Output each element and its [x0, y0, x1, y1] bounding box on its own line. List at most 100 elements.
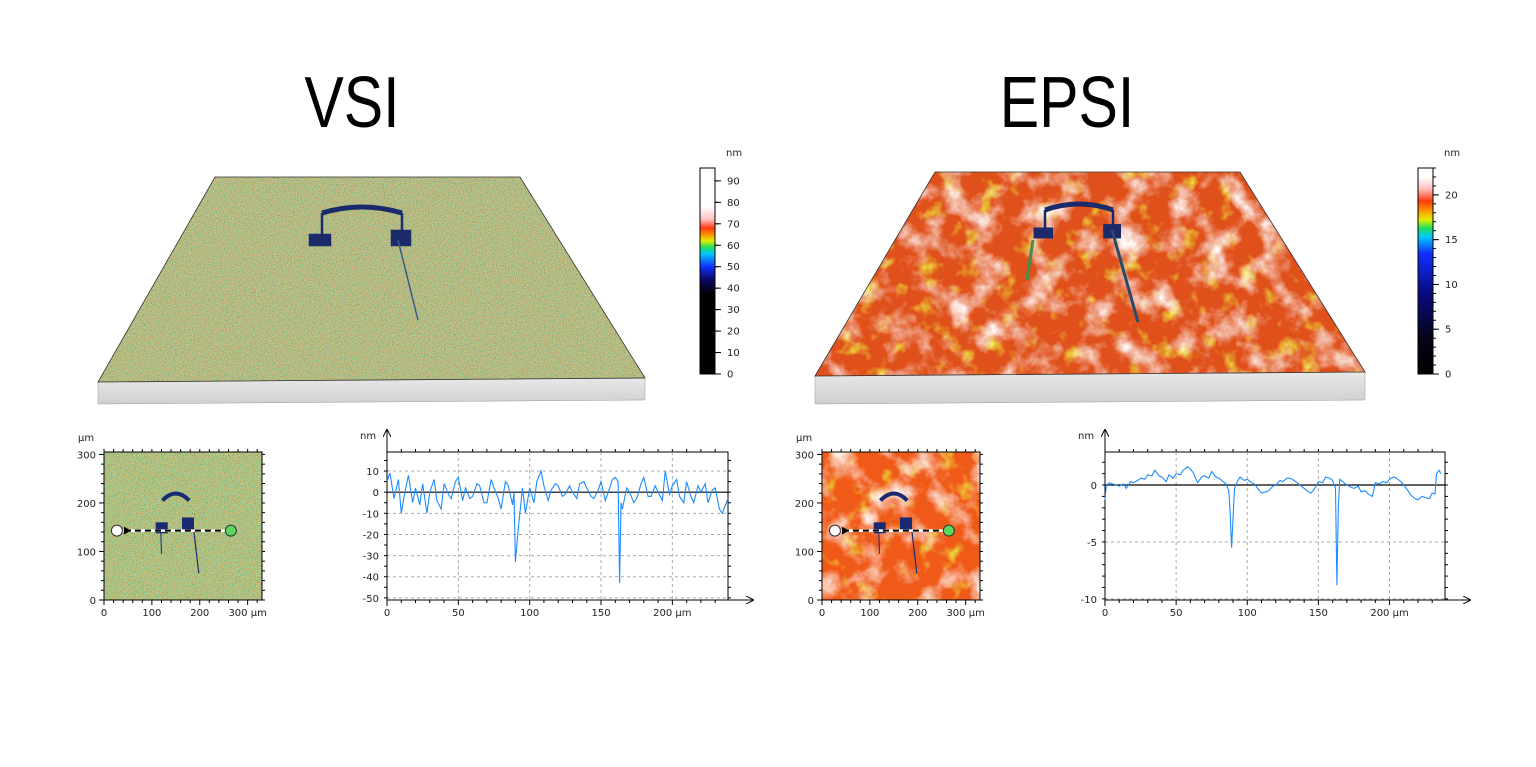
- x-tick-label: 200 µm: [653, 608, 691, 619]
- x-tick-label: 150: [591, 608, 610, 619]
- x-tick-label: 50: [1170, 608, 1183, 619]
- y-tick-label: -20: [363, 530, 379, 541]
- x-tick-label: 50: [452, 608, 465, 619]
- map-image: [104, 452, 262, 600]
- colorbar-bar: [1417, 167, 1434, 375]
- colorbar-tick-label: 10: [1445, 280, 1458, 291]
- colorbar-tick-label: 10: [727, 348, 740, 359]
- profile-series-line: [1104, 466, 1442, 586]
- map-frame: [821, 451, 981, 601]
- vsi-surface: [97, 176, 646, 405]
- map-y-unit: µm: [796, 433, 812, 444]
- vsi-feature: [308, 204, 412, 247]
- profile-direction-arrow-icon: [123, 526, 131, 535]
- profile-end-handle[interactable]: [942, 524, 955, 537]
- map-frame: [103, 451, 263, 601]
- surface-base: [97, 377, 646, 405]
- map-image: [822, 452, 980, 600]
- y-axis-unit: nm: [360, 431, 376, 442]
- colorbar-tick-label: 80: [727, 198, 740, 209]
- epsi-title: EPSI: [999, 63, 1135, 143]
- y-axis-unit: nm: [1078, 431, 1094, 442]
- colorbar-tick-label: 50: [727, 262, 740, 273]
- map-y-tick-label: 200: [77, 499, 96, 510]
- feature-arch: [1044, 201, 1114, 213]
- feature-scratch-left: [159, 522, 162, 554]
- colorbar-tick-label: 20: [1445, 190, 1458, 201]
- map-x-tick-label: 0: [101, 608, 107, 619]
- epsi-scratch-left: [1025, 239, 1035, 281]
- colorbar-tick-label: 20: [727, 327, 740, 338]
- colorbar-tick-label: 30: [727, 305, 740, 316]
- plot-frame: [386, 451, 729, 601]
- x-tick-label: 100: [520, 608, 539, 619]
- map-y-tick-label: 300: [795, 450, 814, 461]
- map-x-tick-label: 100: [142, 608, 161, 619]
- x-tick-label: 150: [1309, 608, 1328, 619]
- feature-pad-left: [873, 522, 886, 534]
- colorbar-tick-label: 15: [1445, 235, 1458, 246]
- feature-pad-right: [390, 229, 412, 247]
- vsi-colorbar: nm 0 10 20 30 40 50 60 70 80 90: [699, 148, 742, 381]
- map-x-tick-label: 300 µm: [228, 608, 266, 619]
- epsi-profile: 0 50 100 150 200 µm 0 -5 -10 nm: [1078, 430, 1470, 619]
- colorbar-tick-label: 0: [727, 370, 733, 381]
- colorbar-tick-label: 90: [727, 176, 740, 187]
- epsi-colorbar: nm 0 5 10 15 20: [1417, 148, 1460, 381]
- y-tick-label: 10: [366, 467, 379, 478]
- y-tick-label: -30: [363, 552, 379, 563]
- colorbar-unit: nm: [726, 148, 742, 159]
- feature-scratch-right: [191, 519, 200, 574]
- surface-edge: [814, 171, 1366, 377]
- map-y-tick-label: 0: [808, 596, 814, 607]
- map-x-tick-label: 200: [908, 608, 927, 619]
- map-y-tick-label: 0: [90, 596, 96, 607]
- feature-scratch-left: [877, 522, 880, 554]
- feature-pad-left: [155, 522, 168, 534]
- x-tick-label: 100: [1238, 608, 1257, 619]
- profile-start-handle[interactable]: [110, 524, 123, 537]
- surface-edge: [97, 176, 646, 383]
- vsi-map: 0 100 200 300 µm 0 100 200 300 µm: [77, 433, 267, 619]
- x-tick-label: 0: [1102, 608, 1108, 619]
- colorbar-bar: [699, 167, 716, 375]
- profile-end-handle[interactable]: [224, 524, 237, 537]
- y-tick-label: -5: [1087, 538, 1097, 549]
- feature-pad-left: [308, 233, 332, 247]
- feature-pad-right: [182, 517, 194, 531]
- feature-arch: [321, 204, 403, 216]
- epsi-scratch-right: [1110, 229, 1140, 323]
- vsi-title: VSI: [304, 63, 400, 143]
- y-tick-label: -10: [363, 509, 379, 520]
- colorbar-tick-label: 0: [1445, 370, 1451, 381]
- y-tick-label: -50: [363, 594, 379, 605]
- colorbar-tick-label: 5: [1445, 325, 1451, 336]
- colorbar-tick-label: 70: [727, 219, 740, 230]
- x-tick-label: 0: [384, 608, 390, 619]
- map-x-tick-label: 100: [860, 608, 879, 619]
- y-tick-label: -40: [363, 573, 379, 584]
- colorbar-tick-label: 60: [727, 241, 740, 252]
- y-tick-label: 0: [1091, 481, 1097, 492]
- map-y-tick-label: 200: [795, 499, 814, 510]
- map-x-tick-label: 200: [190, 608, 209, 619]
- feature-arch: [160, 491, 191, 502]
- map-y-unit: µm: [78, 433, 94, 444]
- profile-start-handle[interactable]: [828, 524, 841, 537]
- map-y-tick-label: 300: [77, 450, 96, 461]
- feature-arch: [878, 491, 909, 502]
- vsi-scratch-line: [397, 239, 419, 321]
- y-tick-label: 0: [373, 488, 379, 499]
- plot-frame: [1104, 451, 1446, 601]
- colorbar-tick-label: 40: [727, 284, 740, 295]
- surface-base: [814, 371, 1366, 405]
- feature-pad-left: [1033, 227, 1054, 239]
- epsi-map: 0 100 200 300 µm 0 100 200 300 µm: [795, 433, 985, 619]
- map-x-tick-label: 300 µm: [946, 608, 984, 619]
- map-y-tick-label: 100: [795, 547, 814, 558]
- profile-series-line: [386, 469, 729, 584]
- map-x-tick-label: 0: [819, 608, 825, 619]
- y-tick-label: -10: [1081, 595, 1097, 606]
